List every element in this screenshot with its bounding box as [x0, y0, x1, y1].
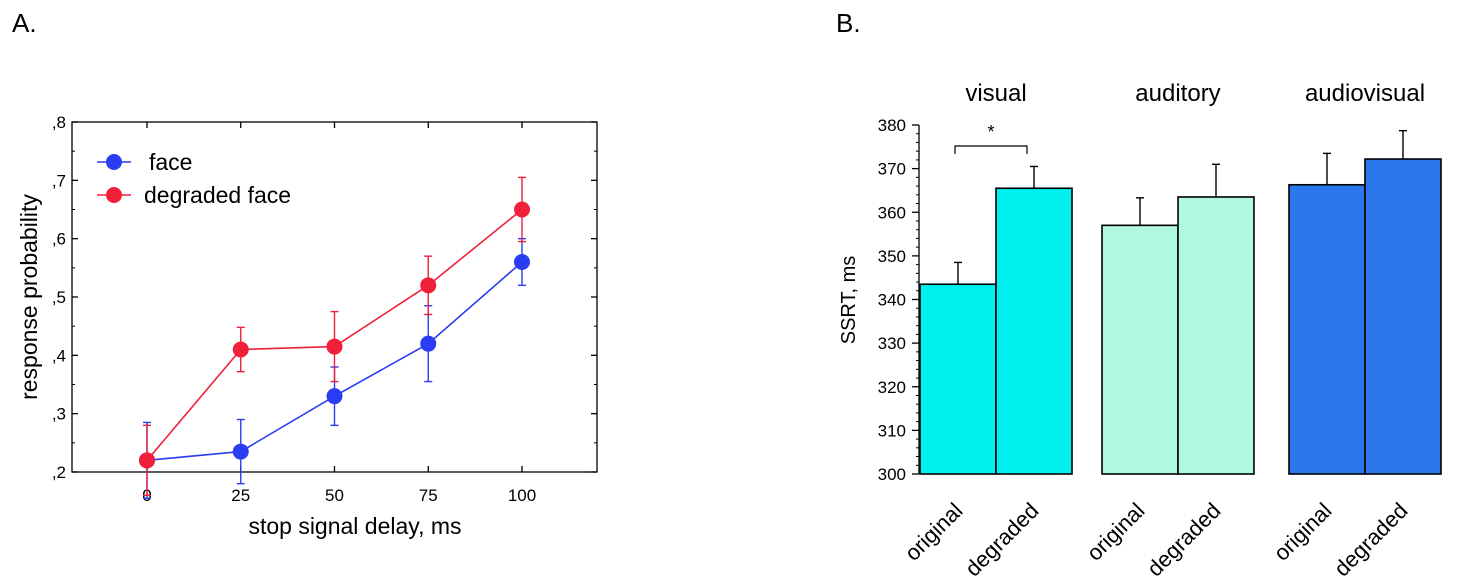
data-point-face — [327, 388, 343, 404]
data-point-degraded-face — [327, 339, 343, 355]
bar-auditory-original — [1102, 225, 1178, 474]
y-axis: ,2 ,3 ,4 ,5 ,6 ,7 ,8 — [52, 113, 597, 482]
y-tick-label: 370 — [878, 160, 906, 179]
group-label-audiovisual: audiovisual — [1305, 80, 1425, 107]
y-tick-label: ,6 — [52, 230, 66, 249]
legend-label-degraded-face: degraded face — [144, 182, 291, 208]
x-tick-label: 100 — [508, 486, 536, 505]
bar-auditory-degraded — [1178, 197, 1254, 474]
group-labels: visual auditory audiovisual — [965, 80, 1425, 107]
y-tick-label: ,7 — [52, 171, 66, 190]
y-tick-label: ,4 — [52, 346, 66, 365]
legend-marker-face — [106, 154, 122, 170]
bar-visual-original — [920, 284, 996, 474]
data-point-degraded-face — [514, 202, 530, 218]
data-point-face — [233, 444, 249, 460]
bar-audiovisual-degraded — [1365, 159, 1441, 474]
y-tick-label: 330 — [878, 334, 906, 353]
y-tick-label: 360 — [878, 203, 906, 222]
y-tick-label: ,2 — [52, 463, 66, 482]
data-point-degraded-face — [233, 342, 249, 358]
legend: face degraded face — [97, 149, 291, 208]
panel-a-label: A. — [12, 8, 37, 38]
y-tick-label: 300 — [878, 465, 906, 484]
legend-label-face: face — [149, 149, 192, 175]
significance-annotation: * — [955, 122, 1027, 154]
panel-a: A. ,2,3,4,5,6,7,8 0255075100 stop signal… — [12, 8, 597, 539]
x-tick-label: 25 — [231, 486, 250, 505]
x-category-label: degraded — [1142, 498, 1225, 579]
x-category-label: original — [900, 498, 968, 566]
x-category-label: original — [1082, 498, 1150, 566]
y-tick-label: 350 — [878, 247, 906, 266]
y-tick-label: ,3 — [52, 405, 66, 424]
group-label-auditory: auditory — [1135, 80, 1220, 107]
x-axis-label: stop signal delay, ms — [248, 513, 461, 539]
data-point-degraded-face — [420, 277, 436, 293]
y-axis-label: SSRT, ms — [838, 256, 860, 345]
plot-series — [139, 177, 530, 498]
y-tick-label: 320 — [878, 378, 906, 397]
y-tick-label: 380 — [878, 116, 906, 135]
y-tick-label: ,5 — [52, 288, 66, 307]
y-tick-label: 340 — [878, 291, 906, 310]
significance-marker: * — [987, 122, 994, 142]
x-category-label: original — [1269, 498, 1337, 566]
bars — [920, 131, 1441, 474]
panel-b-label: B. — [836, 8, 861, 38]
x-category-label: degraded — [960, 498, 1043, 579]
y-axis-label: response probability — [16, 194, 42, 400]
data-point-degraded-face — [139, 452, 155, 468]
y-tick-label: ,8 — [52, 113, 66, 132]
x-tick-label: 75 — [419, 486, 438, 505]
y-axis: 300 310 320 330 340 350 360 370 380 — [878, 116, 919, 484]
bar-audiovisual-original — [1289, 185, 1365, 474]
y-tick-label: 310 — [878, 421, 906, 440]
x-tick-label: 50 — [325, 486, 344, 505]
x-axis: 0255075100 — [142, 122, 536, 505]
group-label-visual: visual — [965, 80, 1026, 107]
data-point-face — [514, 254, 530, 270]
significance-bracket — [955, 146, 1027, 154]
bar-visual-degraded — [996, 188, 1072, 474]
x-category-label: degraded — [1329, 498, 1412, 579]
data-point-face — [420, 336, 436, 352]
legend-marker-degraded-face — [106, 187, 122, 203]
panel-b: B. SSRT, ms 300310320330340350360370380 … — [836, 8, 1441, 579]
